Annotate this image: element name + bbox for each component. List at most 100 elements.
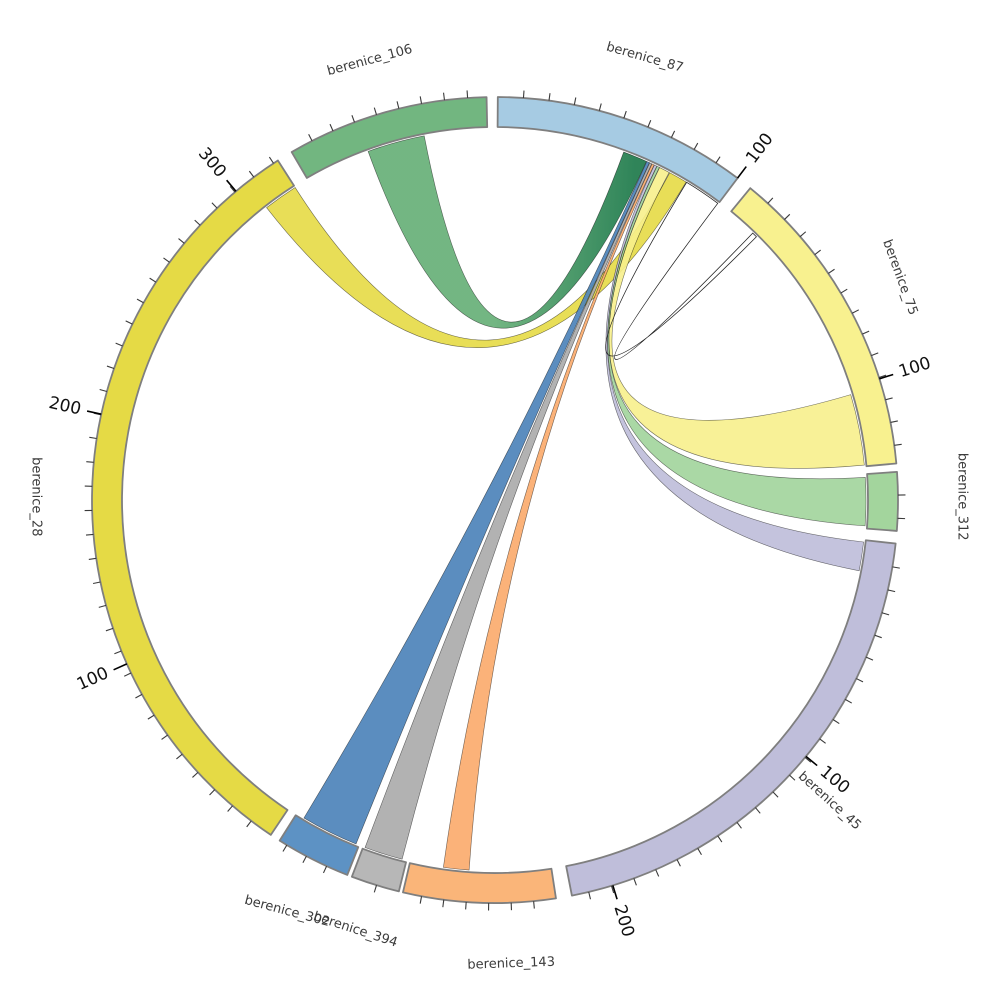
- minor-tick-berenice_45: [588, 891, 592, 900]
- minor-tick-berenice_28: [246, 820, 252, 828]
- minor-tick-berenice_75: [784, 213, 791, 220]
- tick-label-berenice_45-200: 200: [609, 903, 638, 940]
- minor-tick-berenice_45: [887, 589, 896, 593]
- segment-arc-berenice_106: [290, 96, 489, 179]
- minor-tick-berenice_106: [419, 96, 423, 104]
- minor-tick-berenice_75: [799, 231, 807, 238]
- minor-tick-berenice_28: [114, 650, 122, 655]
- segment-arc-berenice_87: [496, 96, 739, 204]
- segment-label-berenice_87: berenice_87: [605, 40, 685, 76]
- tick-label-berenice_28-300: 300: [194, 144, 230, 182]
- minor-tick-berenice_28: [98, 604, 107, 608]
- minor-tick-berenice_45: [754, 807, 761, 814]
- minor-tick-berenice_28: [176, 753, 183, 760]
- ribbon-berenice_87-to-berenice_394: [364, 162, 653, 860]
- minor-tick-berenice_143: [533, 901, 535, 909]
- minor-tick-berenice_45: [819, 738, 826, 744]
- minor-tick-berenice_28: [135, 693, 143, 699]
- minor-tick-berenice_28: [268, 156, 274, 164]
- minor-tick-berenice_45: [844, 698, 853, 704]
- minor-tick-berenice_28: [136, 298, 144, 304]
- minor-tick-berenice_75: [851, 309, 860, 314]
- minor-tick-berenice_75: [885, 397, 893, 401]
- minor-tick-berenice_143: [465, 901, 467, 910]
- minor-tick-berenice_45: [633, 878, 637, 886]
- minor-tick-berenice_87: [670, 130, 676, 138]
- minor-tick-berenice_302: [302, 855, 307, 864]
- minor-tick-berenice_28: [178, 238, 185, 244]
- minor-tick-berenice_45: [717, 835, 723, 843]
- minor-tick-berenice_28: [99, 388, 108, 393]
- minor-tick-berenice_28: [125, 320, 133, 325]
- minor-tick-berenice_143: [419, 896, 423, 904]
- minor-tick-berenice_87: [573, 97, 577, 105]
- major-tick-berenice_87-100: [736, 166, 747, 179]
- minor-tick-berenice_75: [828, 268, 835, 274]
- minor-tick-berenice_45: [832, 719, 840, 725]
- minor-tick-berenice_87: [715, 156, 721, 164]
- minor-tick-berenice_106: [396, 101, 400, 109]
- minor-tick-berenice_28: [229, 186, 236, 193]
- minor-tick-berenice_45: [676, 859, 681, 867]
- major-tick-berenice_28-200: [86, 410, 102, 415]
- minor-tick-berenice_45: [736, 821, 742, 829]
- minor-tick-berenice_28: [92, 581, 101, 585]
- ribbon-berenice_87-to-berenice_75: [608, 167, 865, 469]
- minor-tick-berenice_106: [443, 92, 446, 101]
- minor-tick-berenice_28: [211, 202, 218, 209]
- minor-tick-berenice_302: [322, 865, 328, 874]
- segment-arc-berenice_28: [91, 159, 295, 836]
- major-tick-berenice_45-100: [805, 755, 818, 767]
- segment-label-berenice_312: berenice_312: [954, 453, 969, 541]
- minor-tick-berenice_45: [874, 634, 882, 639]
- minor-tick-berenice_28: [88, 557, 97, 560]
- minor-tick-berenice_28: [161, 734, 168, 740]
- minor-tick-berenice_28: [149, 277, 157, 283]
- minor-tick-berenice_28: [227, 805, 233, 812]
- minor-tick-berenice_75: [814, 249, 822, 256]
- tick-label-berenice_75-100: 100: [896, 353, 933, 382]
- minor-tick-berenice_28: [194, 219, 201, 226]
- minor-tick-berenice_75: [878, 374, 887, 378]
- segment-label-berenice_106: berenice_106: [326, 42, 415, 79]
- minor-tick-berenice_106: [351, 115, 356, 123]
- minor-tick-berenice_87: [522, 90, 525, 99]
- minor-tick-berenice_106: [466, 90, 469, 98]
- minor-tick-berenice_45: [892, 566, 900, 569]
- minor-tick-berenice_45: [610, 885, 615, 894]
- minor-tick-berenice_87: [623, 110, 627, 119]
- minor-tick-berenice_106: [329, 123, 334, 132]
- segment-arc-berenice_302: [278, 814, 360, 876]
- minor-tick-berenice_28: [192, 771, 199, 778]
- minor-tick-berenice_75: [871, 352, 879, 357]
- minor-tick-berenice_28: [147, 714, 155, 720]
- segment-label-berenice_28: berenice_28: [29, 457, 44, 536]
- minor-tick-berenice_45: [789, 774, 796, 781]
- minor-tick-berenice_28: [124, 672, 132, 677]
- minor-tick-berenice_106: [308, 133, 313, 142]
- minor-tick-berenice_87: [598, 103, 602, 111]
- minor-tick-berenice_28: [106, 365, 115, 370]
- minor-tick-berenice_394: [373, 885, 378, 893]
- minor-tick-berenice_87: [548, 93, 551, 101]
- minor-tick-berenice_75: [890, 420, 898, 423]
- tick-label-berenice_87-100: 100: [742, 129, 778, 167]
- ribbon-berenice_87-to-berenice_312: [607, 165, 867, 527]
- tick-label-berenice_28-200: 200: [47, 393, 83, 419]
- minor-tick-berenice_45: [655, 869, 660, 877]
- segment-label-berenice_302: berenice_302: [243, 893, 332, 930]
- segment-arc-berenice_394: [350, 847, 407, 893]
- tick-label-berenice_28-100: 100: [74, 663, 112, 694]
- major-tick-berenice_28-300: [226, 179, 237, 192]
- ribbon-berenice_87-to-berenice_106: [367, 135, 647, 329]
- ribbon-berenice_87-to-berenice_143: [443, 163, 655, 871]
- minor-tick-berenice_28: [248, 170, 255, 178]
- major-tick-berenice_45-200: [612, 885, 618, 900]
- minor-tick-berenice_75: [862, 330, 870, 335]
- minor-tick-berenice_28: [89, 436, 97, 440]
- minor-tick-berenice_45: [804, 756, 812, 763]
- minor-tick-berenice_28: [85, 533, 94, 536]
- ribbon-berenice_87-to-berenice_75-outline: [605, 181, 757, 360]
- minor-tick-berenice_28: [115, 342, 123, 347]
- segment-label-berenice_75: berenice_75: [879, 238, 920, 318]
